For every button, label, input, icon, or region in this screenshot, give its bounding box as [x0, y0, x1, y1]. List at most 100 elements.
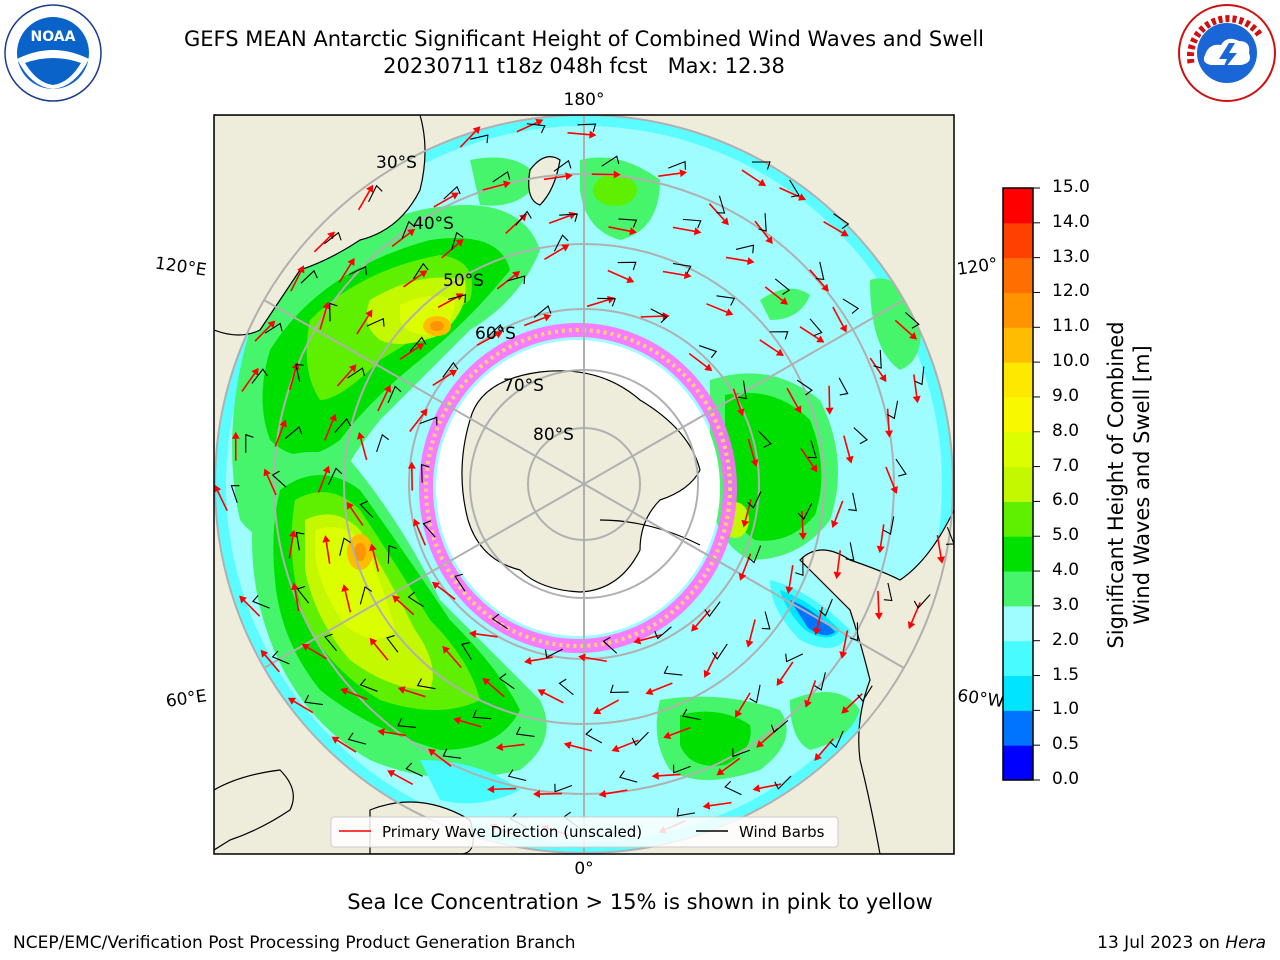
colorbar-tick-label: 14.0 — [1052, 211, 1090, 232]
wind-barb — [676, 807, 696, 817]
wave-direction-arrow — [409, 413, 424, 432]
wave-arrow-head — [561, 244, 570, 252]
wind-barb — [747, 545, 762, 564]
wave-arrow-head — [512, 271, 521, 279]
wave-arrow-head — [578, 653, 586, 662]
wind-barb — [617, 261, 637, 271]
wind-barb — [758, 430, 772, 448]
wind-barb — [672, 764, 691, 774]
wave-direction-arrow — [744, 499, 752, 521]
wave-arrow-head — [392, 595, 401, 603]
wind-barb — [376, 433, 390, 453]
wave-arrow-head — [794, 405, 802, 414]
wind-barb — [809, 318, 823, 336]
wave-direction-arrow — [288, 536, 294, 559]
wave-arrow-head — [346, 501, 354, 510]
wave-direction-arrow — [617, 739, 639, 750]
graticule — [214, 115, 954, 854]
wind-barb — [347, 367, 366, 379]
wind-barb — [558, 678, 574, 696]
lat-label-70s: 70°S — [503, 376, 544, 396]
wind-barb — [735, 244, 755, 254]
wind-barb — [553, 159, 572, 172]
wave-direction-arrow — [441, 242, 459, 259]
sea-ice-note: Sea Ice Concentration > 15% is shown in … — [347, 890, 933, 914]
wind-barb — [491, 613, 508, 630]
wave-arrow-head — [845, 455, 854, 464]
colorbar-tick-label: 10.0 — [1052, 351, 1090, 372]
wave-direction-arrow — [886, 408, 890, 431]
wave-direction-arrow — [779, 661, 794, 681]
colorbar-tick-label: 1.5 — [1052, 664, 1080, 685]
map-legend: Primary Wave Direction (unscaled) Wind B… — [330, 816, 839, 848]
colorbar-tick-label: 13.0 — [1052, 246, 1090, 267]
wave-arrow-head — [804, 699, 812, 708]
colorbar — [1003, 187, 1040, 781]
wave-direction-arrow — [357, 190, 371, 211]
wind-barb — [883, 582, 893, 602]
wind-barb — [577, 123, 597, 132]
wave-direction-arrow — [818, 738, 834, 757]
wind-barb — [442, 361, 459, 378]
wave-arrow-head — [251, 367, 259, 376]
wave-direction-arrow — [845, 693, 863, 710]
colorbar-label: Significant Height of Combined Wind Waves… — [1104, 321, 1154, 649]
wave-arrow-head — [537, 689, 546, 697]
wave-direction-arrow — [759, 783, 782, 790]
wind-barb — [470, 134, 489, 144]
wind-barb — [857, 685, 873, 702]
wave-arrow-head — [494, 331, 503, 339]
map-frame — [213, 114, 955, 855]
wave-arrow-head — [874, 612, 883, 620]
colorbar-tick-label: 15.0 — [1052, 177, 1090, 197]
colorbar-swatch — [1003, 745, 1033, 781]
wave-arrow-head — [214, 484, 222, 493]
wave-arrow-head — [775, 348, 784, 357]
wave-direction-arrow — [788, 565, 794, 588]
wind-barb — [554, 783, 573, 793]
wave-direction-arrow — [816, 606, 824, 629]
wind-barb — [747, 491, 762, 509]
wind-barb — [443, 185, 461, 200]
wave-arrow-head — [487, 785, 495, 794]
wave-direction-arrow — [336, 368, 353, 387]
wave-direction-arrow — [264, 654, 280, 673]
wind-barb — [387, 544, 397, 564]
wave-direction-arrow — [936, 535, 942, 557]
wave-arrow-head — [879, 374, 887, 383]
wind-barb — [711, 643, 728, 660]
wind-barb — [761, 611, 771, 630]
wind-barb — [507, 275, 526, 285]
wave-arrow-head — [839, 651, 848, 659]
wind-barb — [507, 769, 527, 782]
wave-direction-arrow — [543, 692, 564, 704]
wind-barb — [774, 775, 792, 790]
wind-barb — [271, 650, 290, 665]
wave-arrow-head — [340, 687, 349, 696]
wave-arrow-head — [502, 180, 511, 189]
wave-arrow-head — [331, 736, 340, 744]
wave-arrow-head — [907, 621, 916, 630]
colorbar-tick-label: 11.0 — [1052, 316, 1090, 337]
wind-barb — [359, 678, 378, 692]
wave-direction-arrow — [475, 633, 498, 638]
wave-direction-arrow — [384, 731, 407, 737]
wave-direction-arrow — [586, 299, 609, 308]
wave-arrow-head — [716, 768, 725, 776]
wave-arrow-head — [797, 193, 807, 201]
colorbar-frame — [1002, 187, 1034, 781]
wave-direction-arrow — [391, 232, 411, 248]
colorbar-swatch — [1003, 536, 1033, 572]
lat-label-40s: 40°S — [413, 214, 454, 234]
wave-arrow-head — [329, 413, 337, 422]
wind-barb — [738, 380, 747, 400]
wave-direction-arrow — [910, 602, 921, 624]
wave-direction-arrow — [344, 590, 352, 613]
wind-barb — [789, 179, 800, 198]
wave-direction-arrow — [349, 506, 364, 526]
wave-direction-arrow — [399, 346, 419, 360]
wind-barb — [618, 218, 638, 228]
colorbar-swatch — [1003, 292, 1033, 328]
wind-barb — [609, 684, 629, 693]
wind-barb — [914, 366, 925, 386]
